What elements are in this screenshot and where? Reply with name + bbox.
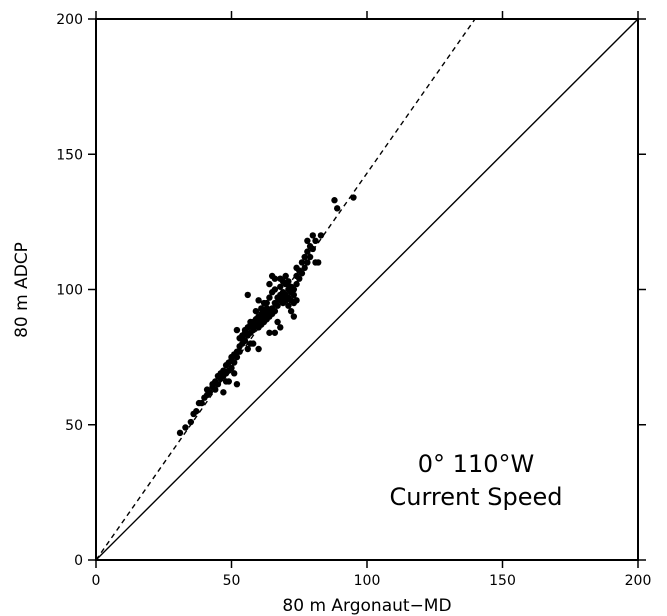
data-point xyxy=(296,275,303,282)
data-point xyxy=(350,194,357,201)
data-point xyxy=(244,291,251,299)
data-point xyxy=(236,348,243,355)
axis-ticks xyxy=(88,11,646,568)
data-point xyxy=(298,259,306,266)
data-point xyxy=(198,399,205,407)
data-point xyxy=(214,380,222,388)
y-tick-label: 100 xyxy=(56,283,83,299)
y-tick-label: 200 xyxy=(56,12,83,28)
data-point xyxy=(290,313,298,320)
one-to-one-line xyxy=(95,18,639,561)
axis-tick-labels: 0 50 100 150 200 0 50 100 150 200 xyxy=(56,12,651,589)
data-point xyxy=(301,264,308,272)
data-point xyxy=(271,275,279,282)
data-point xyxy=(306,253,314,261)
data-point xyxy=(277,283,284,290)
data-point xyxy=(285,278,292,285)
data-point xyxy=(206,389,214,396)
annotation-location: 0° 110°W xyxy=(418,450,534,478)
data-point xyxy=(293,280,300,288)
x-tick-label: 50 xyxy=(223,573,241,589)
data-point xyxy=(271,307,279,315)
annotation-title: Current Speed xyxy=(389,483,562,511)
data-point xyxy=(287,307,295,315)
data-point xyxy=(271,286,279,293)
data-point xyxy=(263,299,270,307)
data-point xyxy=(331,197,338,204)
data-point xyxy=(255,297,262,304)
data-point xyxy=(290,291,298,299)
y-tick-label: 0 xyxy=(74,553,83,569)
data-point xyxy=(309,245,316,253)
data-point xyxy=(315,259,322,266)
data-point xyxy=(293,297,300,304)
data-point xyxy=(225,378,232,385)
data-point xyxy=(182,424,189,431)
data-point xyxy=(333,205,341,212)
data-point xyxy=(187,418,195,426)
data-point xyxy=(241,337,249,345)
data-point xyxy=(247,340,254,347)
data-points xyxy=(176,194,357,437)
data-point xyxy=(231,359,238,366)
data-point xyxy=(233,326,241,334)
data-point xyxy=(212,386,219,393)
data-point xyxy=(271,329,279,336)
x-tick-label: 0 xyxy=(92,573,101,589)
data-point xyxy=(317,232,325,239)
data-point xyxy=(233,353,241,361)
data-point xyxy=(274,318,281,326)
y-tick-label: 150 xyxy=(56,147,83,163)
data-point xyxy=(231,370,238,377)
data-point xyxy=(290,286,298,293)
x-tick-label: 200 xyxy=(625,573,652,589)
data-point xyxy=(266,294,273,301)
data-point xyxy=(193,408,200,415)
y-tick-label: 50 xyxy=(65,418,83,434)
regression-line-dashed xyxy=(95,18,476,561)
data-point xyxy=(255,345,262,353)
data-point xyxy=(252,307,260,315)
data-point xyxy=(277,324,284,331)
data-point xyxy=(298,270,306,277)
data-point xyxy=(304,259,311,266)
data-point xyxy=(301,253,308,261)
data-point xyxy=(309,232,316,239)
data-point xyxy=(228,364,235,372)
data-point xyxy=(304,248,311,255)
data-point xyxy=(233,380,241,388)
data-point xyxy=(274,302,281,309)
data-point xyxy=(312,237,319,245)
x-tick-label: 150 xyxy=(489,573,516,589)
data-point xyxy=(282,272,289,280)
reference-lines xyxy=(95,18,639,561)
data-point xyxy=(176,429,184,437)
y-axis-label: 80 m ADCP xyxy=(12,242,32,338)
data-point xyxy=(244,345,251,353)
data-point xyxy=(304,237,311,245)
data-point xyxy=(266,280,273,288)
data-point xyxy=(266,329,273,336)
x-tick-label: 100 xyxy=(354,573,381,589)
x-axis-label: 80 m Argonaut−MD xyxy=(282,596,451,616)
data-point xyxy=(285,302,292,309)
data-point xyxy=(220,389,227,396)
